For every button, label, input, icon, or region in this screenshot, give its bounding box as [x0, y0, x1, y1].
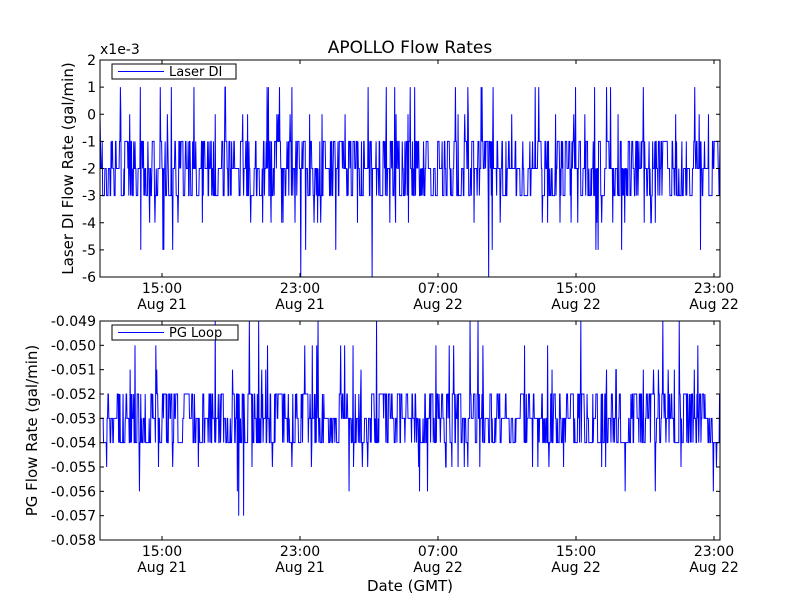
- x-tick-label-time: 07:00: [418, 544, 458, 560]
- y-tick-label: -0.054: [51, 436, 96, 452]
- y-tick-label: 0: [87, 107, 96, 123]
- series-line-laser-di: [100, 86, 720, 277]
- legend-label: PG Loop: [169, 326, 222, 341]
- y-tick-label: -3: [82, 189, 96, 205]
- y-tick-label: -4: [82, 216, 96, 232]
- chart-title: APOLLO Flow Rates: [328, 38, 493, 58]
- y-tick-label: -0.058: [51, 533, 96, 549]
- x-tick-label-date: Aug 21: [275, 560, 325, 576]
- y-tick-label: 2: [87, 53, 96, 69]
- y-tick-label: -0.049: [51, 314, 96, 330]
- y-tick-label: -0.056: [51, 484, 96, 500]
- x-tick-label-date: Aug 22: [413, 297, 463, 313]
- x-tick-label-time: 23:00: [280, 281, 320, 297]
- x-tick-label-date: Aug 21: [137, 560, 187, 576]
- x-tick-label-time: 23:00: [280, 544, 320, 560]
- y-tick-label: -0.057: [51, 509, 96, 525]
- x-tick-label-time: 15:00: [142, 281, 182, 297]
- x-tick-label-time: 15:00: [556, 281, 596, 297]
- x-tick-label-time: 15:00: [142, 544, 182, 560]
- legend: Laser DI: [111, 63, 237, 80]
- legend: PG Loop: [111, 324, 239, 341]
- y-tick-label: -0.050: [51, 338, 96, 354]
- x-axis-label: Date (GMT): [367, 577, 453, 595]
- x-tick-label-date: Aug 22: [413, 560, 463, 576]
- y-axis-label: Laser DI Flow Rate (gal/min): [59, 62, 77, 274]
- y-tick-label: 1: [87, 80, 96, 96]
- bottom-panel-pg-loop: -0.049 -0.050 -0.051 -0.052 -0.053 -0.054 -0.0…: [23, 314, 739, 576]
- legend-box: [111, 324, 239, 341]
- y-tick-label: -0.051: [51, 363, 96, 379]
- x-tick-label-time: 23:00: [694, 544, 734, 560]
- x-tick-label-date: Aug 21: [137, 297, 187, 313]
- y-tick-label: -6: [82, 270, 96, 286]
- x-tick-label-date: Aug 22: [689, 297, 739, 313]
- x-tick-label-time: 23:00: [694, 281, 734, 297]
- y-axis-label: PG Flow Rate (gal/min): [23, 345, 41, 517]
- x-tick-label-date: Aug 21: [275, 297, 325, 313]
- x-tick-label-date: Aug 22: [551, 560, 601, 576]
- y-tick-label: -0.055: [51, 460, 96, 476]
- series-line-pg-loop: [100, 321, 720, 516]
- x-tick-label-time: 07:00: [418, 281, 458, 297]
- x-tick-label-time: 15:00: [556, 544, 596, 560]
- y-tick-label: -0.053: [51, 411, 96, 427]
- y-tick-label: -5: [82, 243, 96, 259]
- x-tick-label-date: Aug 22: [551, 297, 601, 313]
- legend-label: Laser DI: [169, 65, 222, 80]
- x-tick-label-date: Aug 22: [689, 560, 739, 576]
- y-tick-label: -1: [82, 134, 96, 150]
- plot-frame: [99, 320, 721, 541]
- y-tick-label: -2: [82, 162, 96, 178]
- legend-box: [111, 63, 237, 80]
- y-tick-label: -0.052: [51, 387, 96, 403]
- y-axis-multiplier: x1e-3: [100, 42, 140, 58]
